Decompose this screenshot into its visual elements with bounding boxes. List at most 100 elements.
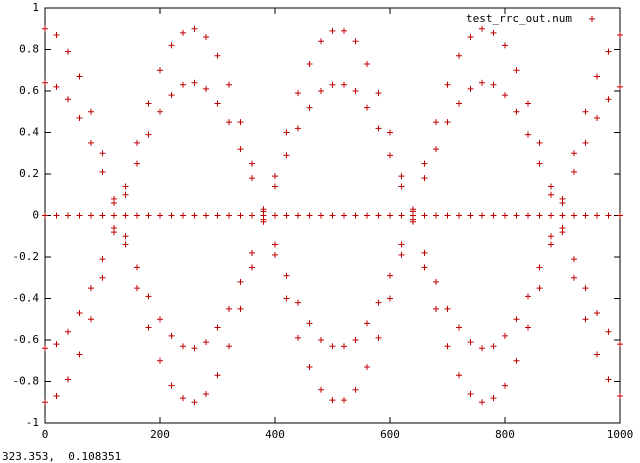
point: [490, 395, 497, 402]
point: [180, 212, 186, 219]
point: [122, 191, 129, 198]
point: [329, 343, 336, 350]
point: [444, 212, 451, 219]
point: [410, 212, 416, 219]
point: [318, 212, 324, 219]
point: [467, 390, 474, 397]
point: [467, 212, 474, 219]
point: [341, 343, 347, 350]
x-tick-label: 1000: [607, 428, 634, 441]
point: [214, 372, 221, 379]
y-tick-label: -0.6: [13, 333, 40, 346]
point: [76, 73, 83, 80]
point: [456, 100, 462, 107]
point: [168, 212, 175, 219]
point: [444, 119, 451, 126]
point: [571, 168, 577, 175]
point: [318, 38, 324, 45]
point: [513, 67, 520, 74]
point: [479, 399, 485, 406]
point: [88, 316, 94, 323]
point: [525, 293, 531, 300]
legend-label: test_rrc_out.num: [466, 12, 572, 25]
point: [191, 345, 198, 352]
point: [525, 100, 531, 107]
y-tick-label: 0: [32, 209, 39, 222]
point: [513, 357, 520, 364]
point: [157, 316, 163, 323]
point: [536, 285, 543, 292]
point: [203, 339, 209, 346]
point: [387, 272, 393, 279]
point: [571, 212, 577, 219]
point: [444, 81, 451, 88]
point: [203, 212, 209, 219]
point: [306, 320, 313, 327]
point: [249, 249, 255, 256]
point: [226, 81, 232, 88]
point: [456, 52, 462, 59]
point: [571, 274, 577, 281]
x-tick-label: 0: [42, 428, 49, 441]
point: [145, 212, 152, 219]
point: [214, 52, 221, 59]
point: [352, 38, 359, 45]
point: [364, 104, 370, 111]
point: [364, 61, 370, 68]
point: [525, 131, 531, 138]
point: [226, 343, 232, 350]
point: [490, 212, 497, 219]
point: [111, 212, 117, 219]
point: [180, 343, 186, 350]
point: [398, 241, 405, 248]
point: [352, 386, 359, 393]
point: [226, 119, 232, 126]
point: [329, 397, 336, 404]
point: [433, 212, 439, 219]
point: [594, 351, 600, 358]
point: [421, 249, 428, 256]
point: [605, 96, 612, 103]
point: [122, 241, 129, 248]
point: [502, 382, 508, 389]
point: [594, 310, 600, 317]
point: [352, 212, 359, 219]
point: [490, 81, 497, 88]
point: [490, 29, 497, 36]
point: [456, 212, 462, 219]
point: [502, 42, 508, 49]
point: [99, 168, 106, 175]
point: [237, 278, 244, 285]
point: [237, 119, 244, 126]
point: [203, 85, 209, 92]
point: [594, 73, 600, 80]
point: [536, 139, 543, 146]
point: [559, 224, 566, 231]
point: [65, 212, 71, 219]
point: [295, 299, 301, 306]
y-tick-label: 0.6: [19, 84, 39, 97]
point: [134, 285, 140, 292]
point: [582, 285, 589, 292]
point: [53, 31, 60, 38]
point: [479, 212, 485, 219]
point: [375, 125, 382, 132]
point: [421, 160, 428, 167]
point: [249, 175, 255, 182]
point: [42, 25, 48, 32]
point: [145, 131, 152, 138]
point: [122, 212, 129, 219]
y-tick-label: 0.2: [19, 167, 39, 180]
point: [617, 83, 623, 90]
point: [479, 25, 485, 32]
x-tick-label: 200: [150, 428, 170, 441]
point: [444, 305, 451, 312]
point: [88, 212, 94, 219]
point: [99, 212, 106, 219]
point: [433, 119, 439, 126]
point: [306, 104, 313, 111]
point: [76, 351, 83, 358]
point: [157, 108, 163, 115]
point: [548, 191, 554, 198]
point: [168, 382, 175, 389]
